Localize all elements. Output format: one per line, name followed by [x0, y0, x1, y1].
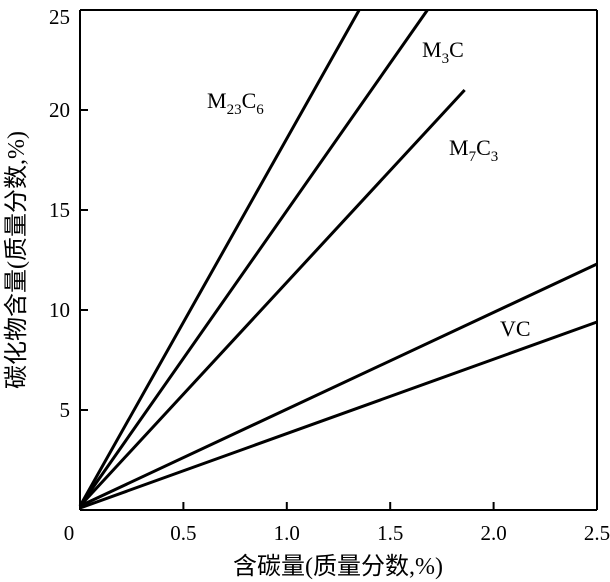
- plot-frame: [79, 9, 598, 511]
- y-tick-label: 10: [49, 298, 70, 322]
- m23c6-sub2: 6: [256, 102, 264, 118]
- series-label-vc: VC: [500, 316, 531, 341]
- x-tick-label: 1.0: [274, 521, 300, 545]
- x-tick-label: 0.5: [170, 521, 196, 545]
- m7c3-sub2: 3: [491, 149, 499, 165]
- m3c-main: M: [422, 37, 442, 62]
- y-tick-label: 15: [49, 198, 70, 222]
- m23c6-mid: C: [242, 88, 257, 113]
- series-lines: [78, 9, 598, 510]
- m7c3-main: M: [449, 135, 469, 160]
- series-label-m3c: M3C: [422, 37, 464, 67]
- series-label-m23c6: M23C6: [207, 88, 264, 118]
- y-tick-label: 5: [60, 398, 71, 422]
- m7c3-sub1: 7: [469, 149, 477, 165]
- m3c-sub1: 3: [442, 51, 450, 67]
- series-label-m7c3: M7C3: [449, 135, 498, 165]
- x-tick-label: 2.0: [480, 521, 506, 545]
- m7c3-mid: C: [476, 135, 491, 160]
- x-tick-label: 2.5: [584, 521, 610, 545]
- series-line-m3c: [78, 9, 429, 507]
- series-line-m7c3: [78, 88, 466, 508]
- y-ticks: 5 10 15 20 25: [49, 5, 88, 422]
- x-ticks: 0 0.5 1.0 1.5 2.0 2.5: [64, 502, 610, 545]
- series-line-m23c6: [78, 9, 361, 507]
- x-tick-label: 1.5: [377, 521, 403, 545]
- y-tick-label: 20: [49, 98, 70, 122]
- m23c6-main: M: [207, 88, 227, 113]
- x-axis-title: 含碳量(质量分数,%): [233, 553, 443, 580]
- m3c-mid: C: [449, 37, 464, 62]
- m23c6-sub1: 23: [227, 102, 242, 118]
- x-tick-label: 0: [64, 521, 75, 545]
- y-axis-title: 碳化物含量(质量分数,%): [3, 131, 30, 389]
- series-line-vc: [79, 262, 598, 508]
- series-line-unlabeled-4: [79, 320, 598, 510]
- y-tick-label: 25: [49, 5, 70, 29]
